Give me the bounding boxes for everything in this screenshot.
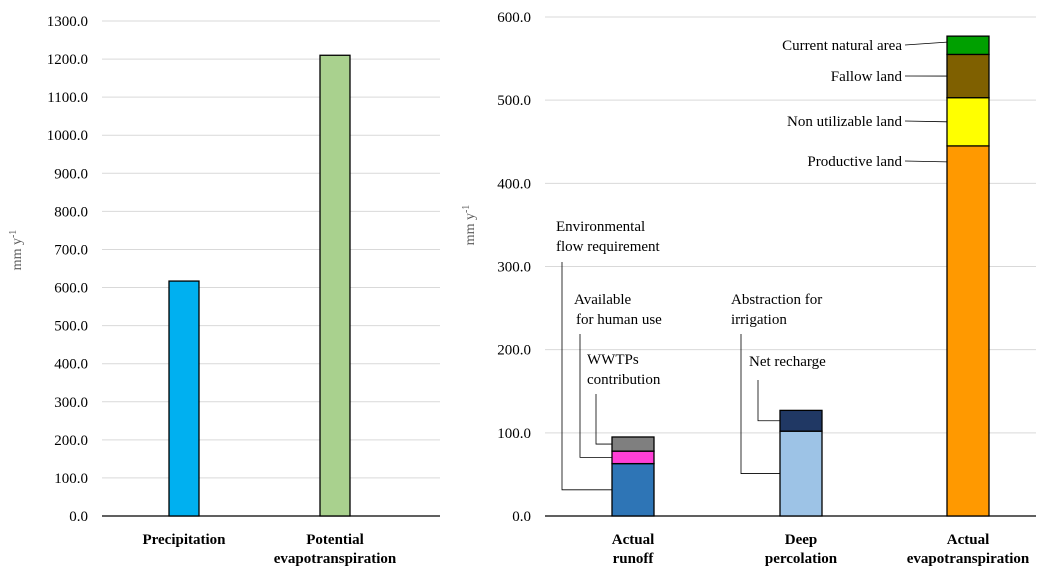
stacked-segment: [946, 97, 990, 147]
segment-annotation: WWTPs contribution: [587, 352, 661, 388]
segment-annotation: Environmental flow requirement: [556, 219, 661, 255]
x-category-label: Precipitation: [142, 532, 226, 548]
x-category-label: Actual evapotranspiration: [907, 532, 1030, 567]
y-tick-label: 300.0: [54, 395, 88, 411]
annotation-leader: [561, 262, 612, 491]
y-tick-label: 500.0: [54, 319, 88, 335]
annotation-leader: [757, 380, 780, 422]
y-tick-label: 900.0: [54, 166, 88, 182]
segment-annotation: Available for human use: [574, 292, 662, 328]
bar: [168, 280, 200, 517]
y-axis-label: mm y-1: [8, 230, 25, 271]
annotation-leader: [904, 120, 948, 123]
segment-annotation: Fallow land: [831, 69, 903, 85]
stacked-segment: [946, 53, 990, 99]
y-axis-label: mm y-1: [461, 205, 478, 246]
y-tick-label: 800.0: [54, 204, 88, 220]
segment-annotation: Abstraction for irrigation: [731, 292, 822, 328]
y-tick-label: 200.0: [54, 433, 88, 449]
y-tick-label: 500.0: [497, 93, 531, 109]
annotation-leader: [904, 160, 948, 163]
stacked-segment: [611, 450, 655, 465]
y-tick-label: 100.0: [54, 471, 88, 487]
x-category-label: Actual runoff: [612, 532, 655, 567]
y-tick-label: 1000.0: [47, 128, 88, 144]
left-chart: 0.0 100.0 200.0 300.0 400.0 500.0 600.0 700.0 80…: [8, 14, 440, 567]
stacked-segment: [779, 409, 823, 432]
x-category-label: Deep percolation: [765, 532, 838, 567]
segment-annotation: Current natural area: [782, 38, 902, 54]
y-tick-label: 0.0: [69, 509, 88, 525]
y-tick-label: 0.0: [512, 509, 531, 525]
y-tick-label: 200.0: [497, 343, 531, 359]
stacked-segment: [779, 430, 823, 517]
y-tick-label: 400.0: [497, 176, 531, 192]
annotation-leader: [579, 334, 612, 458]
stacked-segment: [611, 462, 655, 517]
y-tick-label: 600.0: [54, 281, 88, 297]
annotation-leader: [740, 334, 780, 474]
right-chart: 0.0 100.0 200.0 300.0 400.0 500.0 600.0 mm y-1 A…: [461, 10, 1036, 567]
segment-annotation: Non utilizable land: [787, 114, 902, 130]
annotation-leader: [904, 41, 948, 46]
stacked-segment: [946, 35, 990, 56]
stacked-segment: [611, 436, 655, 452]
y-tick-label: 600.0: [497, 10, 531, 26]
x-category-label: Potential evapotranspiration: [274, 532, 397, 567]
y-tick-label: 700.0: [54, 242, 88, 258]
segment-annotation: Productive land: [807, 154, 902, 170]
y-tick-label: 100.0: [497, 426, 531, 442]
annotation-leader: [595, 394, 612, 445]
segment-annotation: Net recharge: [749, 354, 826, 370]
y-tick-label: 1100.0: [47, 90, 88, 106]
y-tick-label: 300.0: [497, 260, 531, 276]
stacked-segment: [946, 145, 990, 517]
y-tick-label: 400.0: [54, 357, 88, 373]
y-tick-label: 1200.0: [47, 52, 88, 68]
bar: [319, 54, 351, 517]
y-tick-label: 1300.0: [47, 14, 88, 30]
